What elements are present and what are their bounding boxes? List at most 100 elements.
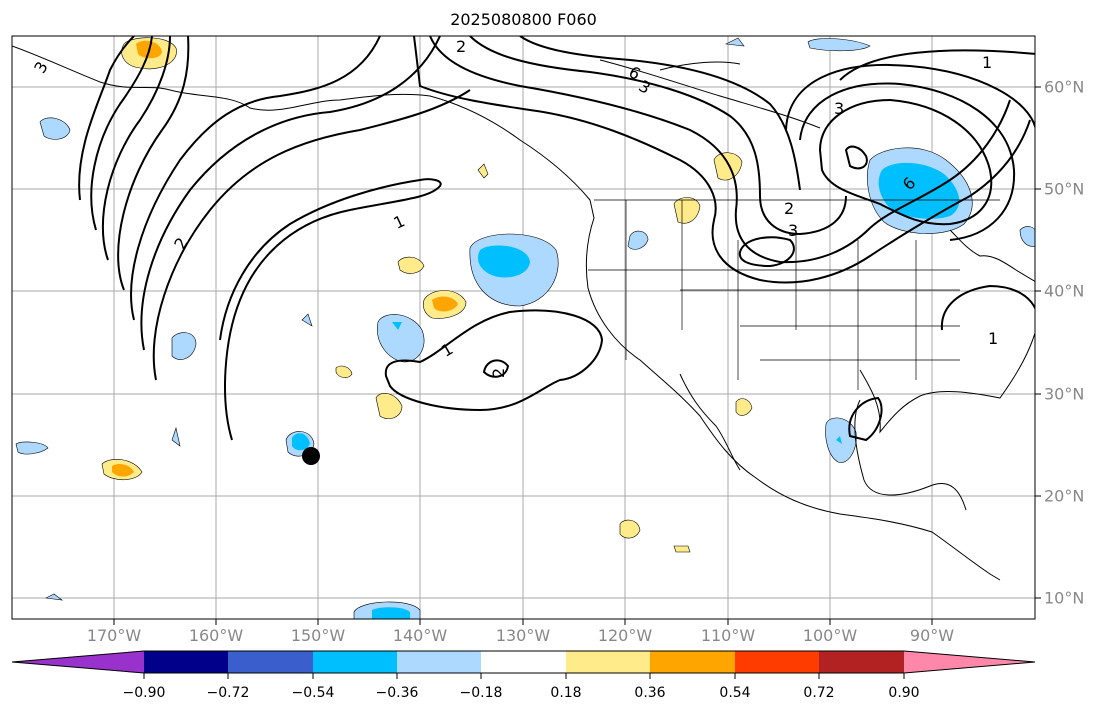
negative-patch (807, 38, 871, 52)
contour-line (785, 64, 1035, 131)
lon-label: 170°W (86, 626, 142, 645)
contour-lines (78, 36, 1035, 442)
colorbar-bin (228, 651, 313, 673)
positive-patch (735, 398, 753, 416)
contour-label: 3 (834, 99, 844, 118)
colorbar-min-arrow (12, 651, 144, 673)
colorbar-bin (313, 651, 397, 673)
positive-patch (477, 163, 489, 179)
colorbar-tick-label: 0.72 (803, 685, 835, 701)
positive-patch (397, 256, 425, 274)
lon-label: 100°W (802, 626, 858, 645)
negative-patch (724, 37, 745, 47)
colorbar-bin (481, 651, 566, 673)
negative-patch (301, 313, 313, 327)
contour-line (844, 145, 868, 170)
map-title: 2025080800 F060 (450, 10, 597, 29)
colorbar-bin (144, 651, 228, 673)
contour-line (482, 359, 510, 378)
anomaly-shading (15, 37, 1035, 619)
contour-line (140, 36, 441, 351)
contour-label: 2 (456, 37, 466, 56)
colorbar-tick-label: 0.18 (550, 685, 582, 701)
negative-patch (1019, 226, 1035, 247)
negative-patch (372, 607, 410, 619)
positive-patch (335, 365, 353, 378)
colorbar-bin (566, 651, 650, 673)
lat-label: 10°N (1044, 588, 1085, 608)
contour-line (738, 236, 795, 268)
contour-line (152, 89, 471, 381)
lat-label: 60°N (1044, 77, 1085, 97)
negative-patch (15, 441, 49, 455)
contour-line (90, 36, 153, 231)
lat-label: 40°N (1044, 281, 1085, 301)
negative-patch (292, 433, 310, 451)
contour-label: 3 (788, 221, 798, 240)
negative-patch (44, 593, 64, 601)
lon-label: 130°W (495, 626, 551, 645)
contour-line (848, 396, 883, 442)
contour-line (429, 36, 1011, 264)
contour-line (384, 309, 604, 412)
contour-label: 2 (784, 199, 794, 218)
colorbar-tick-label: −0.90 (122, 685, 166, 701)
colorbar-bin (397, 651, 481, 673)
negative-patch (377, 314, 425, 363)
contour-line (839, 49, 1035, 81)
lon-label: 120°W (597, 626, 653, 645)
axis-ticks (113, 86, 1041, 625)
colorbar-max-arrow (904, 651, 1035, 673)
positive-patch (432, 296, 458, 312)
negative-patch (392, 322, 402, 330)
colorbar-tick-label: 0.54 (719, 685, 751, 701)
lat-label: 50°N (1044, 179, 1085, 199)
contour-line (130, 36, 381, 321)
lat-label: 30°N (1044, 384, 1085, 404)
lon-label: 150°W (290, 626, 346, 645)
positive-patch (375, 393, 403, 419)
lon-label: 110°W (700, 626, 756, 645)
negative-patch (478, 245, 530, 278)
colorbar-bin (735, 651, 819, 673)
colorbar-tick-label: −0.18 (459, 685, 503, 701)
lon-label: 160°W (188, 626, 244, 645)
lon-label: 90°W (909, 626, 955, 645)
negative-patch (627, 230, 649, 250)
colorbar-tick-label: −0.54 (291, 685, 335, 701)
negative-patch (171, 332, 197, 360)
positive-patch (619, 519, 641, 539)
contour-line (117, 36, 190, 291)
black-dot-marker (302, 447, 320, 465)
contour-line (101, 36, 171, 261)
colorbar-tick-label: −0.72 (206, 685, 250, 701)
negative-patch (878, 162, 960, 219)
contour-line (519, 36, 801, 191)
positive-patch (673, 545, 691, 553)
contour-line (818, 98, 993, 226)
colorbar-tick-label: −0.36 (375, 685, 419, 701)
colorbar-bin (819, 651, 904, 673)
colorbar-bin (650, 651, 735, 673)
positive-patch (112, 464, 134, 477)
colorbar (11, 650, 1036, 679)
contour-line (413, 36, 1031, 284)
contour-label: 1 (982, 53, 992, 72)
contour-line (219, 178, 442, 441)
negative-patch (836, 436, 842, 444)
contour-line (799, 82, 1016, 241)
contour-line (78, 36, 135, 201)
colorbar-tick-label: 0.90 (888, 685, 920, 701)
contour-label: 1 (988, 329, 998, 348)
contour-label: 2 (489, 368, 508, 378)
lat-label: 20°N (1044, 486, 1085, 506)
contour-line (940, 284, 1035, 331)
positive-patch (673, 197, 701, 224)
contour-line (469, 36, 847, 236)
colorbar-tick-label: 0.36 (634, 685, 666, 701)
negative-patch (171, 426, 181, 447)
negative-patch (39, 117, 71, 140)
state-borders (588, 199, 1000, 390)
lon-label: 140°W (392, 626, 448, 645)
